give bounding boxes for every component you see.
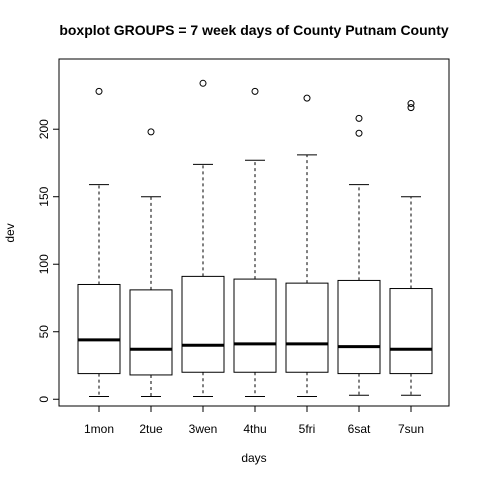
boxes-group: [77, 79, 433, 398]
x-tick-label-6sat: 6sat: [348, 422, 371, 436]
box-iqr-4thu: [233, 278, 277, 373]
y-tick-label-200: 200: [37, 119, 51, 139]
outlier-6sat-0: [355, 129, 363, 137]
x-tick-label-2tue: 2tue: [139, 422, 163, 436]
y-axis: 0 50 100 150 200: [37, 119, 60, 403]
box-iqr-2tue: [129, 289, 173, 376]
outlier-7sun-1: [407, 100, 415, 108]
box-2tue: [129, 128, 173, 398]
outlier-4thu-0: [251, 87, 259, 95]
outlier-6sat-1: [355, 114, 363, 122]
y-tick-label-150: 150: [37, 186, 51, 206]
x-tick-label-5fri: 5fri: [299, 422, 316, 436]
box-3wen: [181, 79, 225, 398]
box-5fri: [285, 94, 329, 398]
box-iqr-3wen: [181, 275, 225, 373]
box-1mon: [77, 87, 121, 398]
box-iqr-1mon: [77, 283, 121, 375]
box-4thu: [233, 87, 277, 398]
box-iqr-5fri: [285, 282, 329, 373]
box-iqr-7sun: [389, 288, 433, 375]
x-tick-label-4thu: 4thu: [243, 422, 266, 436]
chart-title: boxplot GROUPS = 7 week days of County P…: [59, 22, 449, 38]
box-iqr-6sat: [337, 279, 381, 375]
y-tick-label-0: 0: [37, 396, 51, 403]
outlier-1mon-0: [95, 87, 103, 95]
x-axis-label: days: [241, 451, 266, 465]
x-tick-label-7sun: 7sun: [398, 422, 424, 436]
x-tick-label-1mon: 1mon: [84, 422, 114, 436]
outlier-2tue-0: [147, 128, 155, 136]
y-axis-label: dev: [3, 223, 17, 242]
box-7sun: [389, 100, 433, 396]
box-6sat: [337, 114, 381, 396]
outlier-3wen-0: [199, 79, 207, 87]
outlier-5fri-0: [303, 94, 311, 102]
y-tick-label-50: 50: [37, 325, 51, 339]
x-axis: 1mon 2tue 3wen 4thu 5fri 6sat 7sun: [84, 405, 424, 436]
outlier-7sun-0: [407, 104, 415, 112]
x-tick-label-3wen: 3wen: [189, 422, 218, 436]
y-tick-label-100: 100: [37, 254, 51, 274]
